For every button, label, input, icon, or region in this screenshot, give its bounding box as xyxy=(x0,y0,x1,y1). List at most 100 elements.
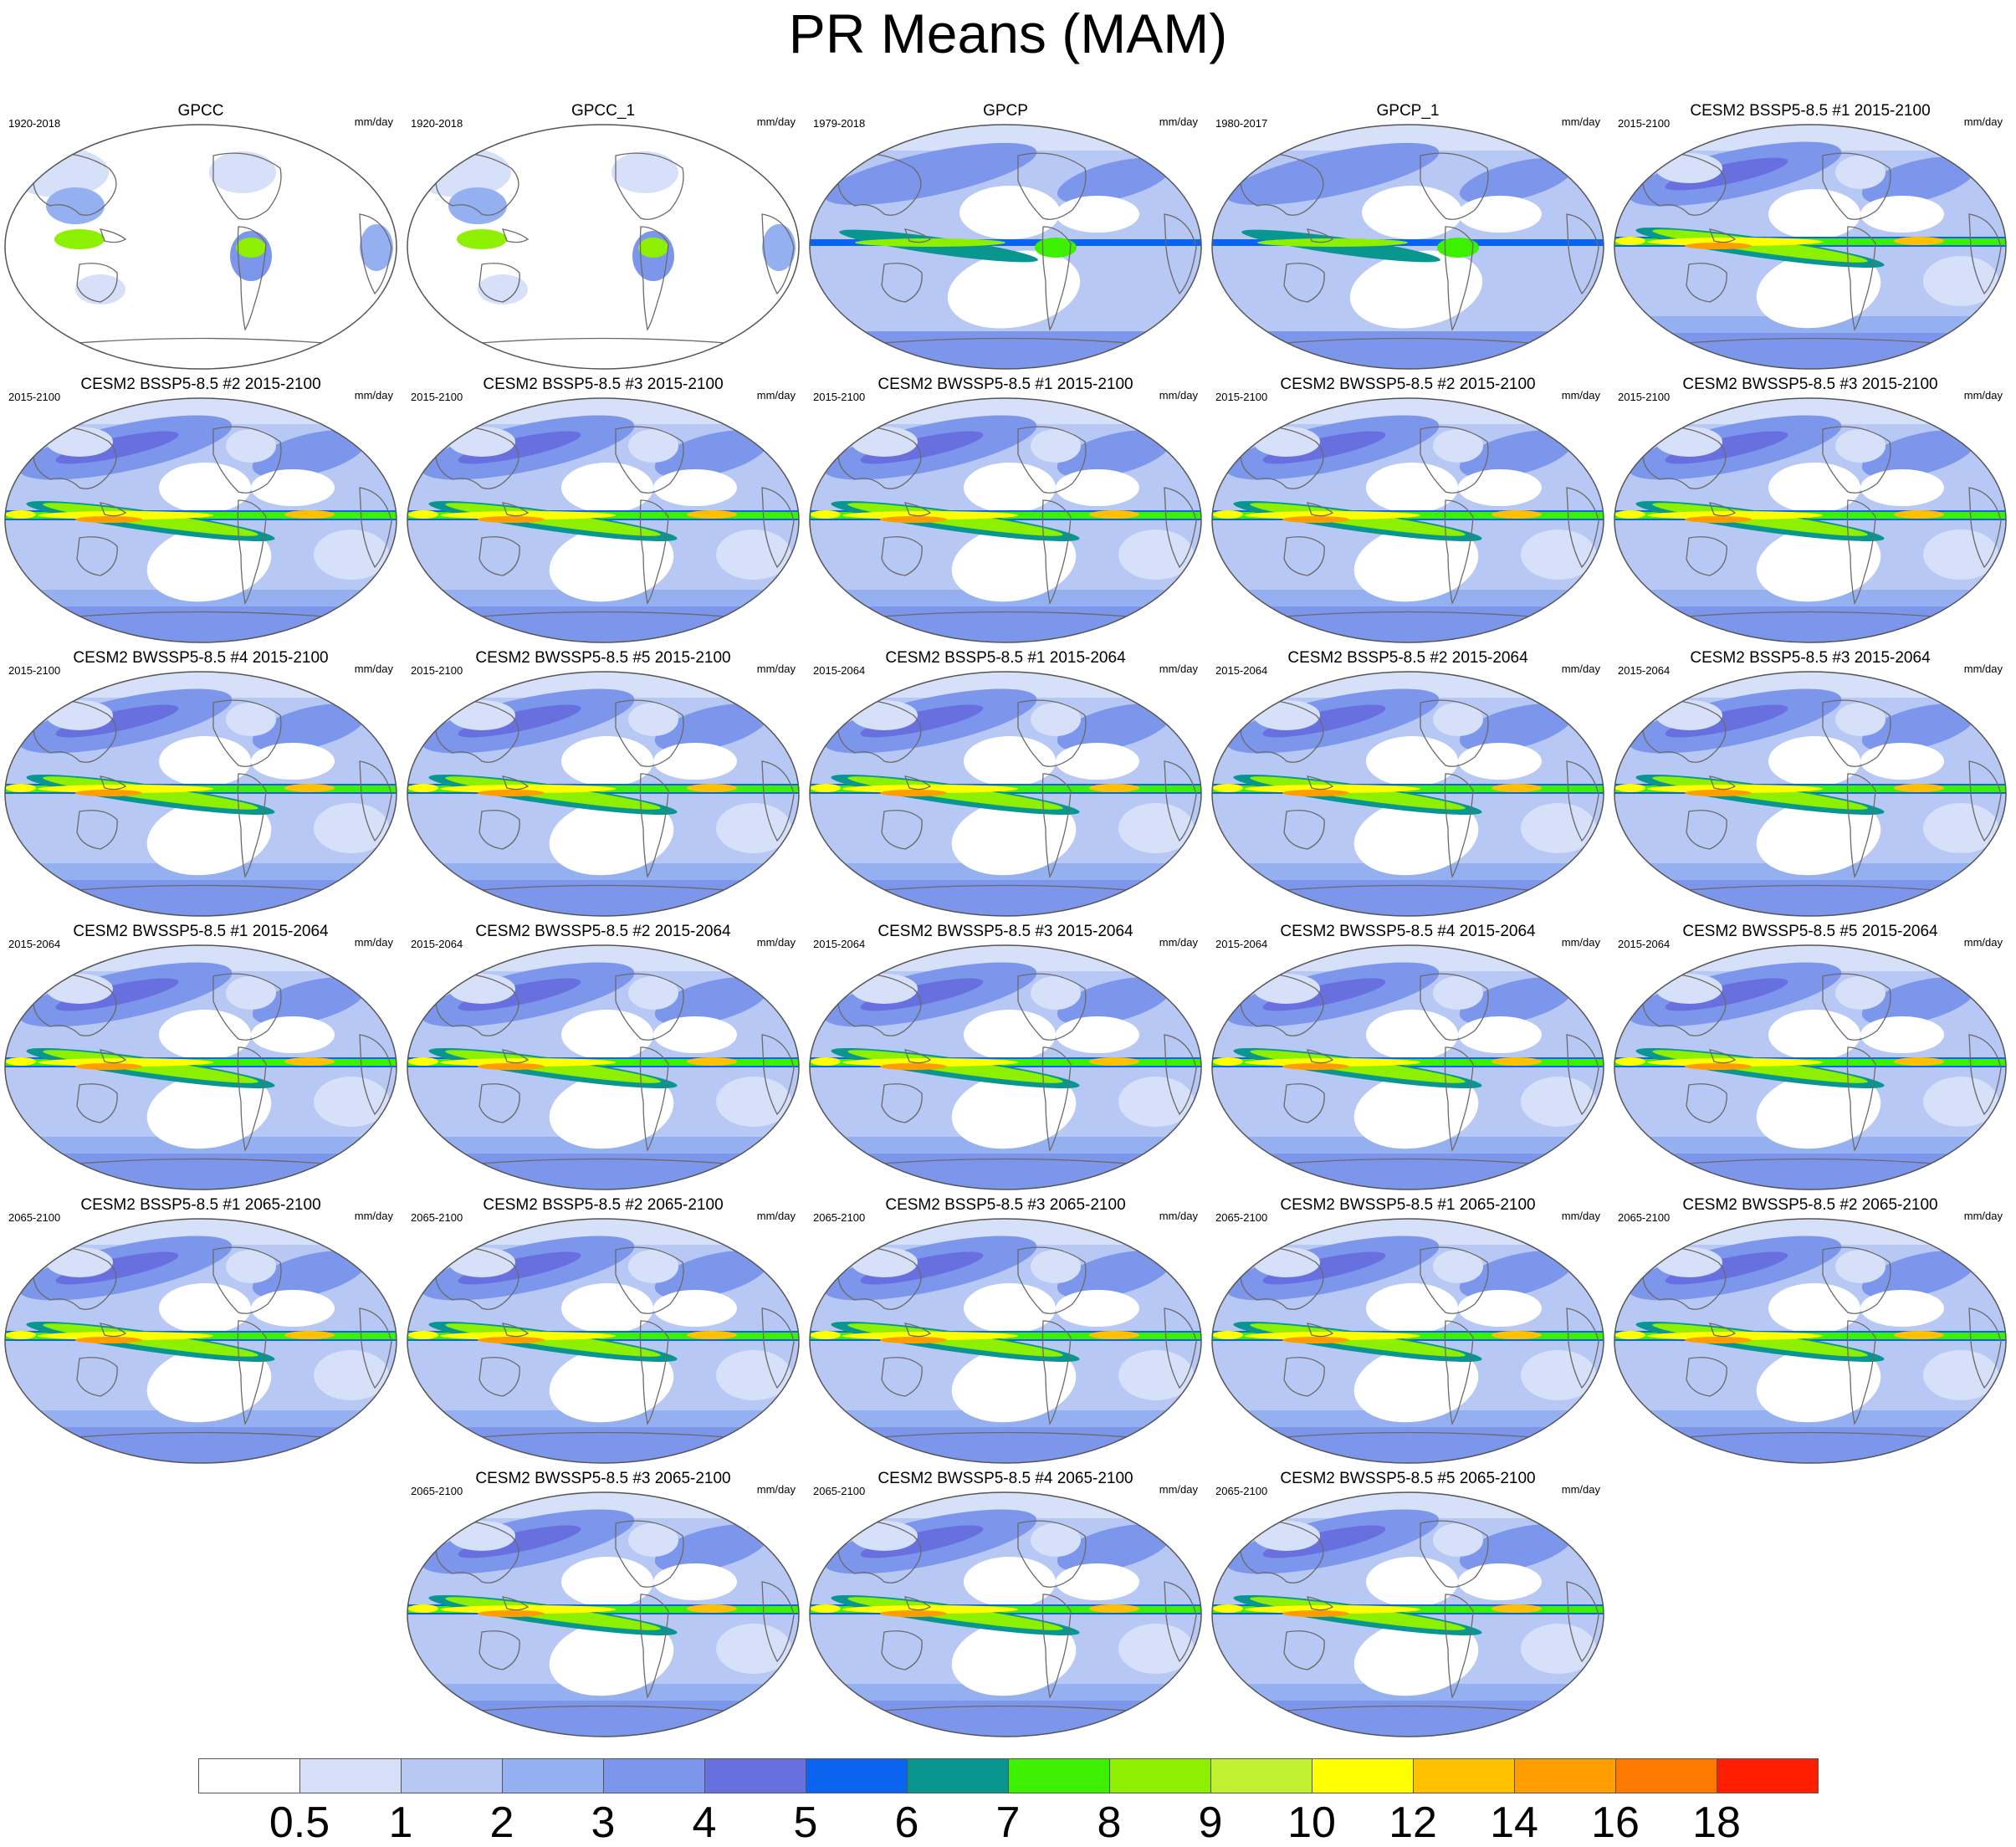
map-field xyxy=(407,125,799,369)
map-field xyxy=(407,1492,799,1737)
colorbar-swatch xyxy=(502,1758,604,1793)
map-field xyxy=(1614,1219,2006,1463)
coastline-5 xyxy=(359,213,392,295)
coastline-6 xyxy=(904,1049,932,1064)
precip-north-america-dry xyxy=(1433,703,1483,736)
coastline-6 xyxy=(1307,775,1334,790)
precip-warm-pool-core xyxy=(1245,1058,1420,1067)
precip-north-america-dry xyxy=(226,703,276,736)
precip-indian-ocean-core xyxy=(811,1604,841,1613)
precip-south-atlantic-dry-zone xyxy=(314,1077,389,1127)
precip-north-america-land xyxy=(611,151,678,193)
precip-maritime-max xyxy=(75,1063,142,1070)
precip-maritime-max xyxy=(478,1063,545,1070)
coastline-5 xyxy=(761,487,795,569)
precip-subtropical-atlantic-dry-zone xyxy=(251,743,335,780)
coastline-3 xyxy=(639,773,669,878)
precip-subtropical-atlantic-dry-zone xyxy=(1056,196,1139,233)
panel-units: mm/day xyxy=(354,1210,393,1222)
precip-south-pacific-dry-zone xyxy=(549,524,674,602)
panel-title: CESM2 BWSSP5-8.5 #4 2065-2100 xyxy=(878,1470,1133,1487)
colorbar-tick-label: 5 xyxy=(793,1798,818,1847)
map-panel: CESM2 BWSSP5-8.5 #2 2015-2100 2015-2100 mm… xyxy=(1207,376,1609,648)
precip-asia-dry xyxy=(1655,974,1722,1004)
precip-spcz-mid xyxy=(1250,776,1466,810)
precip-background xyxy=(407,125,799,369)
coastline-7 xyxy=(468,1705,738,1712)
panel-years: 2065-2100 xyxy=(1618,1211,1671,1224)
precip-south-atlantic-dry-zone xyxy=(314,1350,389,1400)
coastline-4 xyxy=(1283,1630,1325,1670)
colorbar-tick-label: 9 xyxy=(1198,1798,1223,1847)
coastline-6 xyxy=(1307,1049,1334,1064)
precip-atlantic-itcz-core xyxy=(1894,784,1944,792)
coastline-4 xyxy=(1283,1357,1325,1397)
panel-title: CESM2 BWSSP5-8.5 #1 2065-2100 xyxy=(1280,1196,1536,1214)
colorbar-swatch xyxy=(1615,1758,1717,1793)
coastline-5 xyxy=(1164,1034,1197,1116)
precip-asia-dry xyxy=(46,427,113,457)
precip-southern-ocean-band xyxy=(1212,1152,1604,1190)
precip-indian-ocean-core xyxy=(1213,510,1243,519)
map-field xyxy=(1614,125,2006,369)
precip-south-pacific-dry-zone xyxy=(1353,1071,1479,1149)
panel-units: mm/day xyxy=(756,389,796,402)
precip-indian-ocean-core xyxy=(408,784,438,792)
precip-north-atlantic-storm-track xyxy=(654,977,770,1026)
map-field xyxy=(810,945,1201,1190)
coastline-5 xyxy=(1566,760,1599,842)
precip-asia-dry xyxy=(1655,153,1722,183)
precip-asia-dry xyxy=(46,700,113,730)
coastline-7 xyxy=(1676,337,1945,345)
map-field xyxy=(1212,1219,1604,1463)
precip-south-atlantic-dry-zone xyxy=(1521,1624,1596,1674)
precip-subtropical-atlantic-dry-zone xyxy=(1860,469,1944,506)
map-boundary xyxy=(4,944,397,1190)
coastline-2 xyxy=(1017,973,1087,1041)
colorbar-tick-label: 16 xyxy=(1591,1798,1640,1847)
panel-units: mm/day xyxy=(1963,389,2003,402)
panel-title: CESM2 BSSP5-8.5 #3 2015-2100 xyxy=(483,376,724,393)
precip-maritime-max xyxy=(1685,1063,1752,1070)
coastline-2 xyxy=(1822,699,1891,767)
precip-spcz-mid xyxy=(1652,776,1868,810)
precip-spcz-mid xyxy=(445,503,661,536)
coastline-2 xyxy=(615,1520,684,1588)
map-boundary xyxy=(1211,397,1604,643)
coastline-4 xyxy=(478,1630,520,1670)
precip-asia-dry xyxy=(46,1247,113,1277)
coastline-6 xyxy=(1307,1596,1334,1611)
coastline-5 xyxy=(1164,1307,1197,1389)
precip-east-pacific-dry-zone xyxy=(1768,189,1860,239)
coastline-4 xyxy=(881,1357,923,1397)
coastline-6 xyxy=(502,228,530,243)
coastline-1 xyxy=(33,973,117,1036)
precip-north-atlantic-storm-track xyxy=(654,430,770,478)
precip-amazon-core xyxy=(236,238,266,258)
precip-asia-dry xyxy=(448,974,515,1004)
precip-south-pacific-dry-zone xyxy=(1353,1618,1479,1696)
precip-maritime-max xyxy=(1685,790,1752,796)
precip-subtropical-atlantic-dry-zone xyxy=(1860,196,1944,233)
precip-north-america-dry xyxy=(226,429,276,463)
precip-atlantic-itcz-core xyxy=(687,784,737,792)
coastline-7 xyxy=(1676,884,1945,892)
panel-years: 2015-2100 xyxy=(411,664,463,677)
panel-units: mm/day xyxy=(1963,663,2003,675)
precip-east-pacific-dry-zone xyxy=(1366,463,1458,513)
precip-subtropical-atlantic-dry-zone xyxy=(251,469,335,506)
precip-maritime-max xyxy=(75,1337,142,1343)
precip-maritime-max xyxy=(478,1610,545,1617)
map-boundary xyxy=(407,944,800,1190)
coastline-1 xyxy=(1642,152,1727,216)
precip-east-pacific-dry-zone xyxy=(964,1283,1056,1333)
precip-spcz-mid xyxy=(43,776,258,810)
precip-amazon-core xyxy=(1437,238,1479,258)
precip-north-pacific-storm-track xyxy=(823,142,1037,206)
precip-atlantic-itcz-core xyxy=(1492,784,1542,792)
precip-subtropical-atlantic-dry-zone xyxy=(1056,1290,1139,1327)
precip-indian-ocean-core xyxy=(408,510,438,519)
precipitation-map xyxy=(407,1218,800,1464)
precip-spcz-mid xyxy=(847,776,1063,810)
precip-atlantic-itcz-core xyxy=(1894,1057,1944,1066)
